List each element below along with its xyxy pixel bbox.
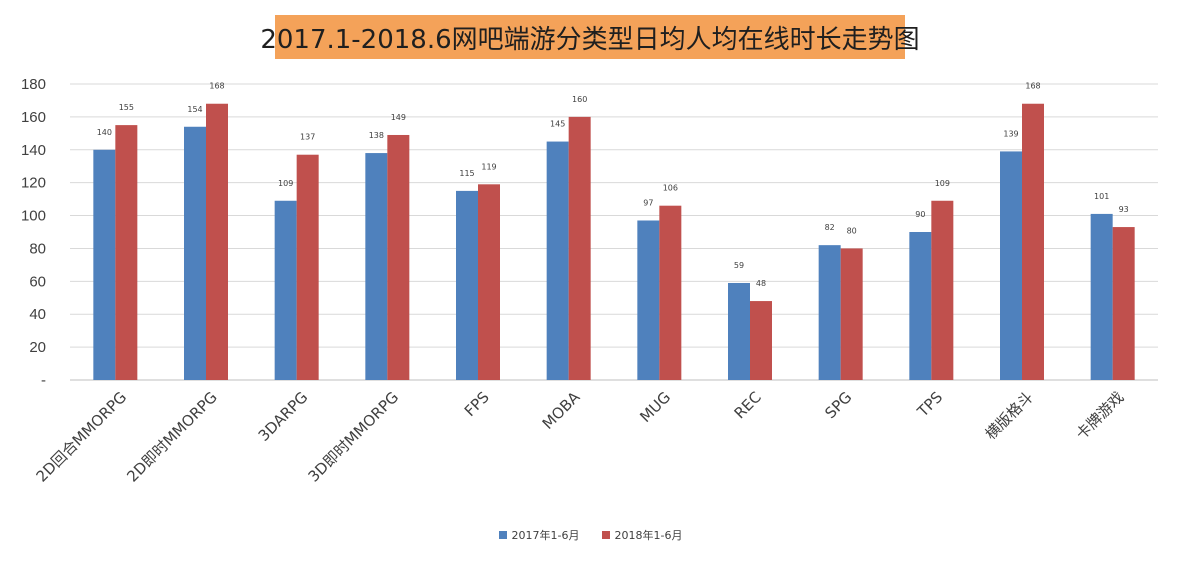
legend-swatch-2018 [601, 531, 610, 539]
bar-2017 [1090, 213, 1113, 380]
bar-2017 [93, 149, 116, 380]
y-tick-label: 140 [21, 142, 46, 159]
y-tick-label: 100 [21, 208, 46, 225]
y-tick-label: 80 [29, 240, 46, 257]
legend-item-2018: 2018年1-6月 [601, 527, 683, 543]
legend-label-2018: 2018年1-6月 [614, 529, 683, 542]
data-label: 168 [209, 82, 224, 91]
legend-item-2017: 2017年1-6月 [498, 527, 580, 543]
data-label: 59 [734, 261, 744, 270]
bar-2018 [1022, 103, 1044, 380]
y-tick-label: 160 [21, 109, 46, 126]
data-label: 93 [1119, 205, 1129, 214]
y-tick-label: 180 [21, 76, 46, 93]
bar-2018 [387, 134, 410, 380]
data-label: 168 [1025, 82, 1040, 91]
x-tick-label: MOBA [539, 388, 584, 433]
bar-2018 [1112, 227, 1135, 380]
bar-2017 [818, 245, 841, 380]
y-tick-label: 40 [29, 306, 46, 323]
bar-2017 [546, 141, 569, 380]
data-label: 109 [935, 179, 950, 188]
data-label: 48 [756, 279, 766, 288]
bar-2017 [1000, 151, 1022, 380]
data-label: 149 [391, 113, 406, 122]
x-tick-label: 3DARPG [255, 388, 312, 445]
x-tick-label: MUG [636, 388, 674, 426]
data-label: 115 [459, 169, 474, 178]
y-tick-label: - [41, 372, 46, 389]
bar-2018 [478, 184, 500, 380]
data-label: 119 [481, 162, 496, 171]
legend-swatch-2017 [498, 531, 507, 539]
y-tick-label: 20 [29, 339, 46, 356]
bar-2018 [750, 301, 772, 380]
x-tick-label: SPG [821, 388, 855, 422]
legend: 2017年1-6月 2018年1-6月 [0, 527, 1181, 543]
bar-2017 [909, 232, 932, 380]
bar-2017 [365, 153, 388, 380]
bar-2018 [296, 154, 319, 380]
data-label: 80 [847, 226, 857, 235]
x-tick-label: 3D即时MMORPG [305, 388, 403, 486]
bar-2018 [840, 248, 863, 380]
data-label: 140 [97, 128, 112, 137]
bar-2018 [931, 200, 954, 380]
x-tick-label: 卡牌游戏 [1072, 388, 1127, 443]
data-label: 101 [1094, 192, 1109, 201]
data-label: 106 [663, 184, 678, 193]
bar-2017 [728, 282, 750, 380]
x-tick-label: 2D回合MMORPG [33, 388, 131, 486]
legend-label-2017: 2017年1-6月 [511, 529, 580, 542]
data-label: 154 [187, 105, 202, 114]
chart-title-text: 2017.1-2018.6网吧端游分类型日均人均在线时长走势图 [260, 24, 920, 55]
y-tick-label: 60 [29, 273, 46, 290]
data-label: 138 [369, 131, 384, 140]
bar-2017 [637, 220, 660, 380]
data-label: 137 [300, 133, 315, 142]
x-tick-label: TPS [913, 388, 946, 421]
bar-2018 [568, 116, 591, 380]
x-tick-label: 2D即时MMORPG [123, 388, 221, 486]
bar-2018 [115, 125, 138, 380]
data-label: 155 [119, 103, 134, 112]
bar-2017 [456, 190, 478, 380]
data-label: 82 [825, 223, 835, 232]
data-label: 109 [278, 179, 293, 188]
data-label: 160 [572, 95, 587, 104]
data-label: 145 [550, 120, 565, 129]
x-tick-label: 横版格斗 [982, 388, 1037, 443]
data-label: 139 [1003, 129, 1018, 138]
data-label: 90 [915, 210, 925, 219]
bar-2017 [274, 200, 297, 380]
bar-2018 [659, 205, 682, 380]
x-tick-label: FPS [461, 388, 493, 420]
chart-title: 2017.1-2018.6网吧端游分类型日均人均在线时长走势图 [260, 15, 920, 59]
bar-2017 [184, 126, 206, 380]
x-tick-label: REC [731, 388, 765, 422]
data-label: 97 [643, 198, 653, 207]
bar-2018 [206, 103, 228, 380]
y-tick-label: 120 [21, 175, 46, 192]
